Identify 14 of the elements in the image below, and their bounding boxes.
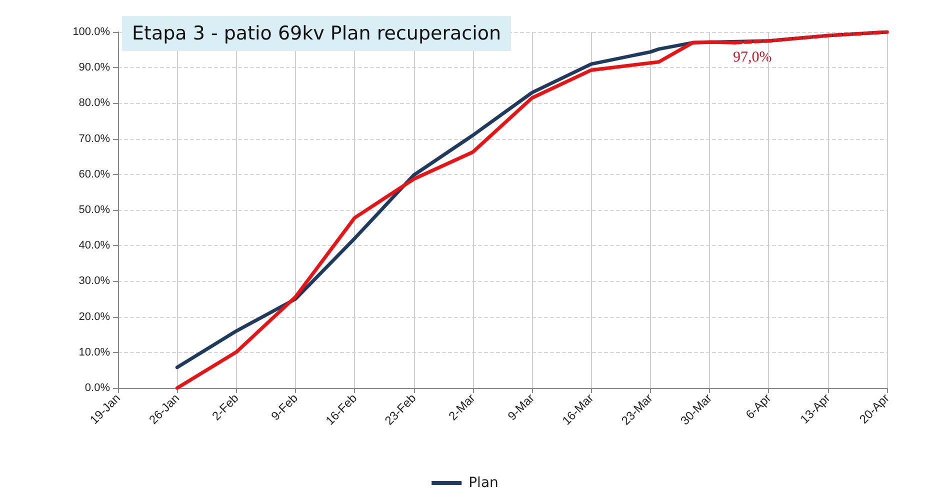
y-tick-label: 60.0% xyxy=(78,168,110,180)
y-tick-label: 10.0% xyxy=(78,346,110,358)
chart-title: Etapa 3 - patio 69kv Plan recuperacion xyxy=(132,22,502,44)
y-tick-label: 50.0% xyxy=(78,204,110,216)
y-tick-label: 100.0% xyxy=(72,26,110,38)
y-tick-label: 20.0% xyxy=(78,310,110,323)
y-tick-label: 70.0% xyxy=(78,132,110,145)
y-tick-label: 30.0% xyxy=(78,275,110,288)
annotation: 97,0% xyxy=(733,50,772,66)
y-tick-label: 80.0% xyxy=(78,97,110,110)
y-tick-label: 90.0% xyxy=(78,62,110,74)
y-tick-label: 40.0% xyxy=(78,240,110,252)
y-tick-label: 0.0% xyxy=(84,382,110,394)
legend-label: Plan xyxy=(468,475,498,491)
